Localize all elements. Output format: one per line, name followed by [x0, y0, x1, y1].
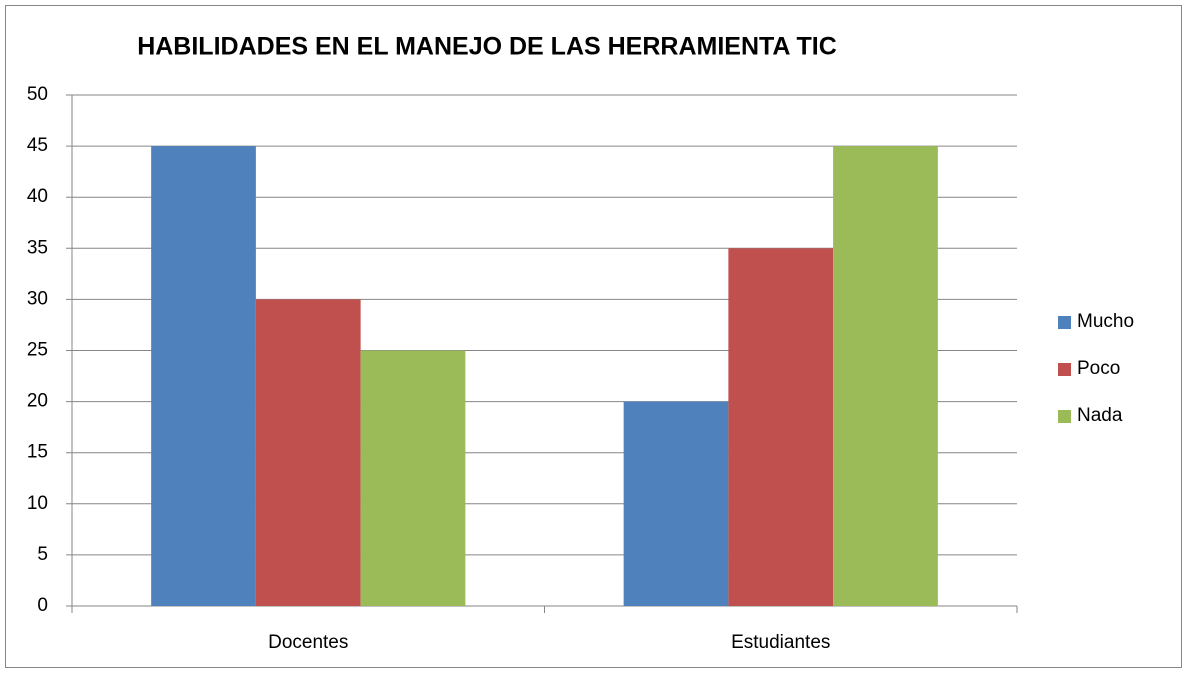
y-tick-label: 50: [27, 84, 48, 105]
y-tick-label: 30: [27, 288, 48, 309]
bar: [151, 146, 256, 606]
chart-title: HABILIDADES EN EL MANEJO DE LAS HERRAMIE…: [137, 33, 837, 61]
y-tick-label: 0: [37, 595, 48, 616]
legend-label: Nada: [1077, 405, 1123, 426]
bar: [255, 299, 361, 606]
legend-swatch: [1058, 410, 1071, 423]
legend-label: Mucho: [1077, 311, 1134, 332]
x-tick-label: Estudiantes: [731, 632, 830, 653]
y-tick-label: 5: [37, 544, 48, 565]
legend-label: Poco: [1077, 358, 1120, 379]
y-tick-label: 20: [27, 391, 48, 412]
legend-swatch: [1058, 363, 1071, 376]
y-tick-label: 15: [27, 442, 48, 463]
bar: [728, 248, 834, 607]
bar: [360, 350, 466, 606]
y-tick-label: 35: [27, 237, 48, 258]
y-tick-label: 45: [27, 135, 48, 156]
legend-swatch: [1058, 316, 1071, 329]
bar: [623, 401, 729, 606]
bar: [833, 146, 938, 606]
x-tick-label: Docentes: [268, 632, 348, 653]
y-tick-label: 10: [27, 493, 48, 514]
y-tick-label: 40: [27, 186, 48, 207]
y-tick-label: 25: [27, 340, 48, 361]
